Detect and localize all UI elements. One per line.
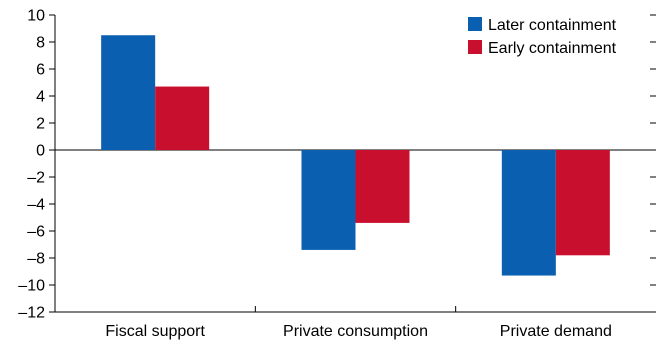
y-tick-label: 10 (27, 8, 45, 25)
legend-swatch (468, 40, 482, 54)
legend: Later containment Early containment (468, 17, 617, 57)
y-tick-label: 8 (36, 35, 45, 52)
bar-early-containment (355, 150, 410, 223)
legend-label: Early containment (488, 40, 617, 57)
y-tick-label: 0 (36, 143, 45, 160)
y-tick-label: –8 (27, 251, 45, 268)
bars (101, 35, 610, 276)
y-tick-label: 6 (36, 62, 45, 79)
y-tick-label: –10 (18, 278, 45, 295)
y-tick-label: –6 (27, 224, 45, 241)
bar-later-containment (501, 150, 556, 276)
legend-label: Later containment (488, 17, 617, 34)
bar-later-containment (101, 35, 156, 150)
y-tick-label: 4 (36, 89, 45, 106)
y-tick-label: –2 (27, 170, 45, 187)
y-tick-label: –12 (18, 305, 45, 322)
bar-early-containment (555, 150, 610, 256)
x-category-label: Private consumption (283, 323, 428, 340)
bar-early-containment (155, 86, 210, 150)
legend-swatch (468, 17, 482, 31)
y-tick-label: –4 (27, 197, 45, 214)
y-tick-label: 2 (36, 116, 45, 133)
labels: 10 8 6 4 2 0 –2 –4 –6 –8 –10 –12 Fiscal support Priva… (18, 8, 612, 341)
x-category-label: Private demand (500, 323, 612, 340)
bar-later-containment (301, 150, 356, 250)
x-category-label: Fiscal support (105, 323, 205, 340)
